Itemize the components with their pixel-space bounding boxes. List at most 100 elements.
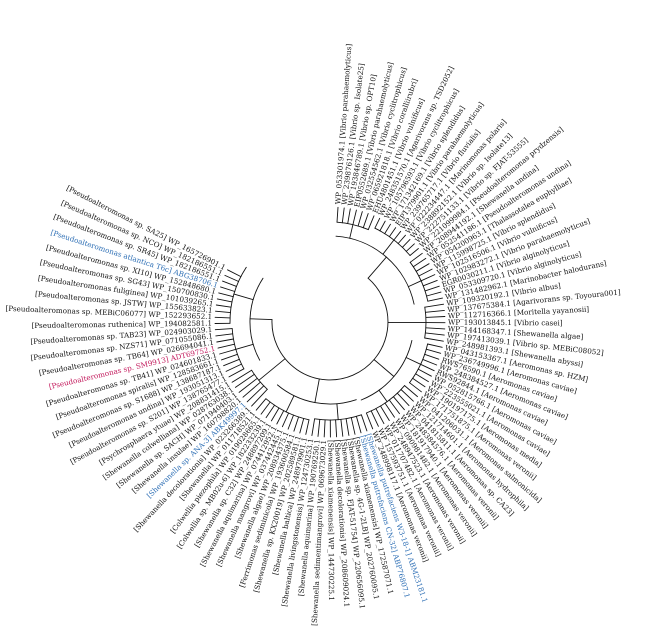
subclade-stem: [235, 343, 254, 350]
leaf-labels: WP_053301974.1 [Vibrio parahaemolyticus]…: [5, 43, 621, 626]
leaf-branch: [365, 412, 374, 430]
clade-stem: [373, 359, 395, 377]
leaf-branch: [246, 385, 265, 403]
leaf-branch: [422, 358, 438, 366]
leaf-branch: [425, 309, 445, 313]
leaf-branch: [336, 206, 339, 223]
leaf-branch: [420, 363, 435, 372]
leaf-branch: [412, 377, 426, 388]
leaf-branch: [415, 263, 430, 272]
leaf-branch: [234, 373, 255, 388]
leaf-branch: [425, 327, 446, 330]
leaf-branch: [222, 280, 237, 287]
leaf-branch: [360, 414, 368, 432]
leaf-branch: [220, 286, 236, 292]
clade-arc: [249, 277, 264, 361]
leaf-branch: [242, 381, 261, 398]
clade-stem: [367, 256, 387, 279]
leaf-branch: [219, 348, 237, 355]
leaf-branch: [276, 410, 285, 425]
leaf-branch: [345, 418, 350, 436]
leaf-branch: [396, 392, 410, 407]
leaf-branch: [400, 389, 414, 402]
clade-stem: [314, 378, 320, 404]
leaf-branch: [281, 412, 290, 428]
leaf-branch: [370, 410, 379, 427]
subclade-stem: [378, 389, 388, 403]
leaf-branch: [251, 388, 268, 407]
leaf-branch: [357, 211, 363, 227]
subclade-stem: [285, 395, 295, 413]
leaf-branch: [409, 248, 419, 256]
leaf-branch: [220, 353, 238, 361]
leaf-branch: [305, 419, 310, 435]
leaf-branch: [215, 304, 232, 308]
leaf-branch: [379, 220, 386, 232]
leaf-branch: [424, 353, 440, 360]
leaf-branch: [392, 396, 405, 411]
subclade-arc: [229, 266, 247, 324]
leaf-branch: [228, 368, 245, 378]
tree-branches: [214, 206, 446, 438]
leaf-branch: [417, 368, 432, 377]
leaf-branch: [424, 337, 444, 342]
subclade-stem: [405, 357, 422, 365]
leaf-branch: [362, 213, 369, 229]
subclade-arc: [314, 414, 362, 421]
leaf-branch: [388, 227, 397, 238]
subclade-stem: [382, 239, 395, 255]
clade-arc: [276, 384, 357, 405]
leaf-branch: [341, 207, 345, 224]
leaf-branch: [412, 257, 427, 268]
leaf-branch: [347, 208, 351, 225]
subclade-arc: [365, 385, 406, 414]
leaf-branch: [340, 418, 344, 437]
leaf-branch: [217, 343, 235, 349]
leaf-branch: [352, 209, 357, 226]
clade-stem: [258, 358, 286, 381]
leaf-label: [Shewanella xiamenensis] WP_144730225.1: [326, 440, 336, 601]
leaf-branch: [384, 223, 391, 235]
leaf-branch: [215, 310, 231, 314]
subclade-stem: [407, 280, 422, 288]
leaf-branch: [401, 238, 411, 248]
leaf-branch: [218, 292, 234, 298]
subclade-stem: [349, 224, 354, 239]
leaf-branch: [425, 348, 442, 354]
leaf-branch: [216, 298, 233, 303]
leaf-branch: [374, 217, 381, 229]
leaf-branch: [231, 369, 253, 383]
leaf-branch: [427, 343, 443, 348]
leaf-label: [Pseudoalteromonas ruthenica] WP_1940825…: [31, 319, 212, 330]
leaf-branch: [270, 407, 280, 422]
leaf-branch: [397, 234, 406, 244]
leaf-branch: [293, 416, 300, 432]
leaf-branch: [350, 417, 356, 435]
leaf-branch: [415, 373, 429, 383]
leaf-branch: [409, 252, 423, 263]
leaf-branch: [287, 414, 294, 430]
leaf-branch: [317, 419, 321, 437]
leaf-branch: [355, 415, 362, 434]
leaf-branch: [223, 358, 240, 367]
leaf-branch: [238, 377, 258, 393]
leaf-branch: [323, 419, 326, 438]
leaf-branch: [227, 269, 242, 278]
leaf-branch: [420, 274, 436, 282]
leaf-branch: [409, 382, 422, 393]
leaf-label: WP_193013845.1 [Vibrio casei]: [448, 318, 563, 328]
leaf-branch: [405, 243, 415, 252]
clade-arc: [360, 340, 413, 401]
leaf-branch: [422, 279, 438, 287]
subclade-arc: [265, 398, 310, 421]
leaf-branch: [335, 419, 338, 438]
leaf-branch: [299, 418, 305, 434]
leaf-branch: [265, 404, 275, 419]
leaf-branch: [426, 291, 442, 297]
leaf-branch: [214, 328, 233, 331]
leaf-branch: [225, 363, 242, 372]
clade-stem: [249, 318, 273, 321]
leaf-branch: [427, 297, 443, 302]
leaf-branch: [388, 399, 400, 415]
leaf-branch: [311, 418, 316, 437]
